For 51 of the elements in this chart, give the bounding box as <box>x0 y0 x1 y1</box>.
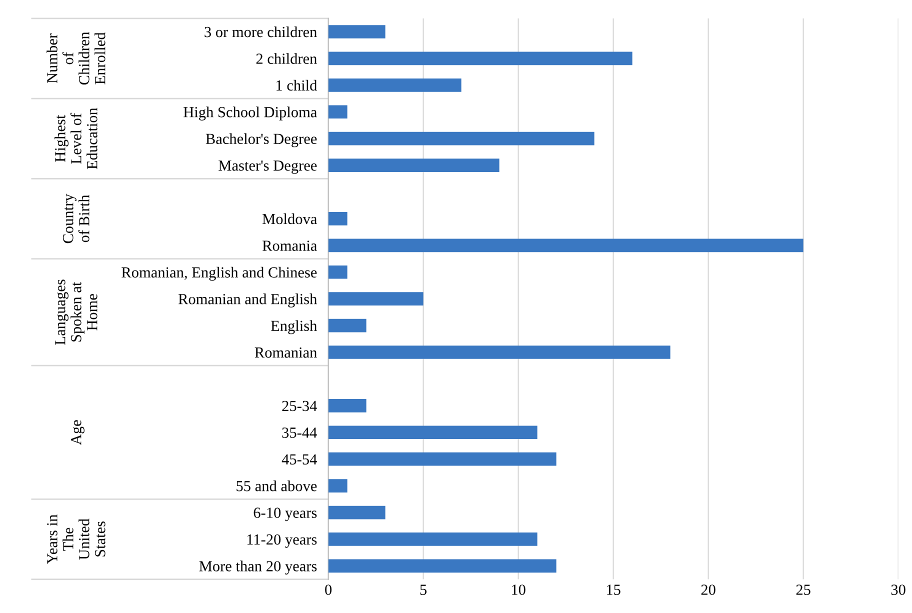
bar <box>328 158 500 172</box>
bar <box>328 506 386 520</box>
y-tick-label: More than 20 years <box>199 560 317 575</box>
y-tick-label: Romanian <box>254 347 317 358</box>
bar <box>328 212 348 226</box>
y-tick-label: Moldova <box>262 213 317 224</box>
x-tick-label: 30 <box>891 584 906 595</box>
y-tick-label: Master's Degree <box>218 160 317 174</box>
bar <box>328 346 670 359</box>
y-tick-label: High School Diploma <box>184 106 317 120</box>
y-tick-label: 55 and above <box>236 480 317 492</box>
text: Highest Level of Education <box>54 108 98 170</box>
x-tick-label: 25 <box>796 584 810 595</box>
text: Number of Children Enrolled <box>46 32 106 85</box>
bar <box>328 52 632 66</box>
y-tick-label: Romanian, English and Chinese <box>122 266 317 281</box>
text: Age <box>71 420 84 445</box>
y-tick-label: 35-44 <box>282 428 317 438</box>
bar <box>328 479 348 492</box>
text: Years in The United States <box>47 514 106 564</box>
y-tick-label: 11-20 years <box>247 534 317 548</box>
x-tick-label: 15 <box>607 584 620 595</box>
y-tick-label: 2 children <box>256 53 317 64</box>
bar <box>328 105 348 119</box>
y-tick-label: Bachelor's Degree <box>206 133 317 148</box>
x-tick-label: 10 <box>512 584 526 595</box>
y-tick-label: 1 child <box>276 80 318 91</box>
bar <box>328 132 594 146</box>
bar <box>328 292 424 306</box>
bar <box>328 78 462 92</box>
y-tick-label: 45-54 <box>282 454 317 465</box>
bar <box>328 452 556 466</box>
y-tick-label: 6-10 years <box>254 508 317 522</box>
x-tick-label: 0 <box>325 584 332 595</box>
bar <box>328 426 538 440</box>
y-tick-label: Romania <box>262 240 317 251</box>
bar <box>328 265 348 279</box>
y-tick-label: 25-34 <box>282 400 317 412</box>
y-tick-label: Romanian and English <box>178 294 318 308</box>
bar <box>328 398 366 412</box>
bar <box>328 318 366 332</box>
bar <box>328 559 556 573</box>
text: Country of Birth <box>63 194 90 244</box>
y-tick-label: 3 or more children <box>204 26 317 38</box>
x-tick-label: 20 <box>701 584 716 595</box>
text: Languages Spoken at Home <box>55 280 98 345</box>
bar <box>328 532 538 546</box>
bar <box>328 25 386 38</box>
bar <box>328 238 804 252</box>
x-tick-label: 5 <box>420 584 427 595</box>
y-tick-label: English <box>270 320 318 334</box>
